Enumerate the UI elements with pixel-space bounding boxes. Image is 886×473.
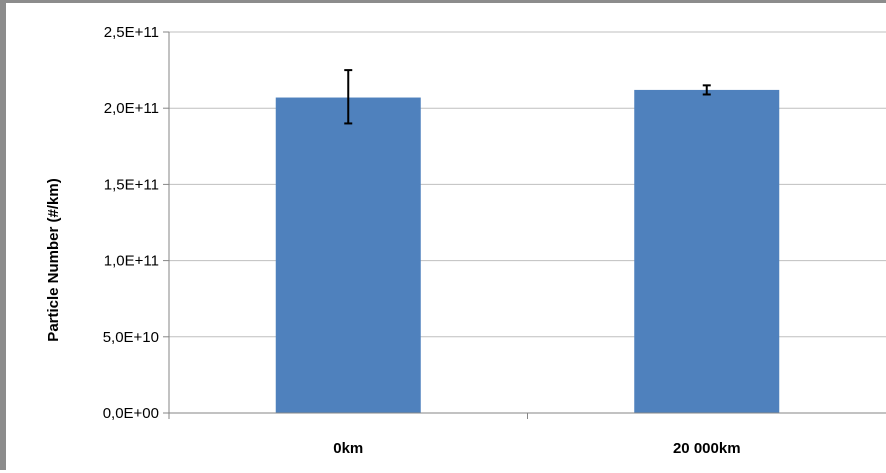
x-category-label: 20 000km bbox=[673, 440, 741, 457]
bar-chart: 0,0E+00 5,0E+10 1,0E+11 1,5E+11 2,0E+11 2,5E+… bbox=[45, 24, 886, 457]
y-axis-title: Particle Number (#/km) bbox=[45, 178, 62, 341]
labels: 0,0E+00 5,0E+10 1,0E+11 1,5E+11 2,0E+11 2,5E+… bbox=[103, 24, 741, 457]
bar bbox=[634, 89, 780, 414]
y-tick-label: 0,0E+00 bbox=[103, 405, 159, 422]
bar bbox=[275, 97, 421, 414]
y-tick-label: 1,0E+11 bbox=[104, 253, 159, 270]
y-tick-label: 2,5E+11 bbox=[104, 24, 159, 41]
y-tick-label: 5,0E+10 bbox=[103, 329, 159, 346]
x-category-label: 0km bbox=[333, 440, 363, 457]
y-tick-label: 1,5E+11 bbox=[104, 176, 159, 193]
axes bbox=[163, 31, 886, 419]
bars bbox=[275, 69, 780, 414]
y-tick-label: 2,0E+11 bbox=[104, 100, 159, 117]
